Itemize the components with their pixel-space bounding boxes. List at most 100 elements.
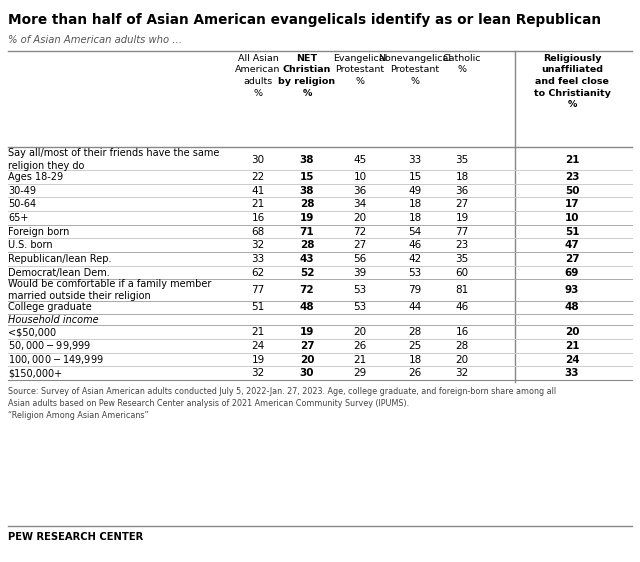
Text: Asian adults based on Pew Research Center analysis of 2021 American Community Su: Asian adults based on Pew Research Cente… (8, 399, 409, 408)
Text: Republican/lean Rep.: Republican/lean Rep. (8, 254, 111, 264)
Text: 23: 23 (456, 240, 468, 250)
Text: Democrat/lean Dem.: Democrat/lean Dem. (8, 268, 109, 278)
Text: 38: 38 (300, 185, 314, 196)
Text: 15: 15 (300, 172, 314, 182)
Text: 19: 19 (300, 213, 314, 223)
Text: Foreign born: Foreign born (8, 226, 69, 237)
Text: 34: 34 (353, 200, 367, 209)
Text: 27: 27 (456, 200, 468, 209)
Text: %: % (253, 88, 262, 97)
Text: 49: 49 (408, 185, 422, 196)
Text: Catholic: Catholic (443, 54, 481, 63)
Text: PEW RESEARCH CENTER: PEW RESEARCH CENTER (8, 532, 143, 542)
Text: unaffiliated: unaffiliated (541, 66, 603, 75)
Text: $150,000+: $150,000+ (8, 368, 62, 378)
Text: 68: 68 (252, 226, 264, 237)
Text: <$50,000: <$50,000 (8, 327, 56, 337)
Text: “Religion Among Asian Americans”: “Religion Among Asian Americans” (8, 411, 148, 420)
Text: 69: 69 (565, 268, 579, 278)
Text: $50,000-$99,999: $50,000-$99,999 (8, 339, 92, 352)
Text: 45: 45 (353, 155, 367, 165)
Text: More than half of Asian American evangelicals identify as or lean Republican: More than half of Asian American evangel… (8, 13, 601, 27)
Text: %: % (458, 66, 467, 75)
Text: 21: 21 (564, 341, 579, 351)
Text: 72: 72 (353, 226, 367, 237)
Text: 50-64: 50-64 (8, 200, 36, 209)
Text: 54: 54 (408, 226, 422, 237)
Text: 18: 18 (456, 172, 468, 182)
Text: 26: 26 (353, 341, 367, 351)
Text: 36: 36 (353, 185, 367, 196)
Text: 24: 24 (252, 341, 264, 351)
Text: 21: 21 (353, 355, 367, 365)
Text: $100,000-$149,999: $100,000-$149,999 (8, 353, 104, 366)
Text: 56: 56 (353, 254, 367, 264)
Text: 15: 15 (408, 172, 422, 182)
Text: Nonevangelical: Nonevangelical (378, 54, 451, 63)
Text: 79: 79 (408, 285, 422, 295)
Text: 46: 46 (456, 302, 468, 312)
Text: 42: 42 (408, 254, 422, 264)
Text: 53: 53 (408, 268, 422, 278)
Text: 20: 20 (300, 355, 314, 365)
Text: 53: 53 (353, 302, 367, 312)
Text: 28: 28 (300, 200, 314, 209)
Text: Ages 18-29: Ages 18-29 (8, 172, 63, 182)
Text: 52: 52 (300, 268, 314, 278)
Text: %: % (567, 100, 577, 109)
Text: Source: Survey of Asian American adults conducted July 5, 2022-Jan. 27, 2023. Ag: Source: Survey of Asian American adults … (8, 387, 556, 396)
Text: 33: 33 (252, 254, 264, 264)
Text: 30-49: 30-49 (8, 185, 36, 196)
Text: to Christianity: to Christianity (534, 88, 611, 97)
Text: Household income: Household income (8, 315, 99, 325)
Text: 21: 21 (564, 155, 579, 165)
Text: 65+: 65+ (8, 213, 28, 223)
Text: NET: NET (296, 54, 317, 63)
Text: 27: 27 (564, 254, 579, 264)
Text: Protestant: Protestant (335, 66, 385, 75)
Text: and feel close: and feel close (535, 77, 609, 86)
Text: 44: 44 (408, 302, 422, 312)
Text: 33: 33 (564, 368, 579, 378)
Text: U.S. born: U.S. born (8, 240, 52, 250)
Text: adults: adults (243, 77, 273, 86)
Text: 32: 32 (252, 240, 264, 250)
Text: 93: 93 (565, 285, 579, 295)
Text: 18: 18 (408, 213, 422, 223)
Text: 18: 18 (408, 355, 422, 365)
Text: Religiously: Religiously (543, 54, 601, 63)
Text: 33: 33 (408, 155, 422, 165)
Text: 20: 20 (353, 327, 367, 337)
Text: All Asian: All Asian (237, 54, 278, 63)
Text: 19: 19 (252, 355, 264, 365)
Text: 35: 35 (456, 254, 468, 264)
Text: 41: 41 (252, 185, 264, 196)
Text: 28: 28 (408, 327, 422, 337)
Text: 16: 16 (456, 327, 468, 337)
Text: Evangelical: Evangelical (333, 54, 387, 63)
Text: 50: 50 (564, 185, 579, 196)
Text: 17: 17 (564, 200, 579, 209)
Text: 30: 30 (300, 368, 314, 378)
Text: 21: 21 (252, 327, 264, 337)
Text: 29: 29 (353, 368, 367, 378)
Text: 51: 51 (564, 226, 579, 237)
Text: 27: 27 (300, 341, 314, 351)
Text: 10: 10 (564, 213, 579, 223)
Text: 25: 25 (408, 341, 422, 351)
Text: 20: 20 (353, 213, 367, 223)
Text: 43: 43 (300, 254, 314, 264)
Text: Christian: Christian (283, 66, 331, 75)
Text: 19: 19 (456, 213, 468, 223)
Text: 24: 24 (564, 355, 579, 365)
Text: 28: 28 (456, 341, 468, 351)
Text: 53: 53 (353, 285, 367, 295)
Text: 27: 27 (353, 240, 367, 250)
Text: 77: 77 (456, 226, 468, 237)
Text: 26: 26 (408, 368, 422, 378)
Text: %: % (355, 77, 365, 86)
Text: %: % (410, 77, 419, 86)
Text: 60: 60 (456, 268, 468, 278)
Text: by religion: by religion (278, 77, 335, 86)
Text: 20: 20 (456, 355, 468, 365)
